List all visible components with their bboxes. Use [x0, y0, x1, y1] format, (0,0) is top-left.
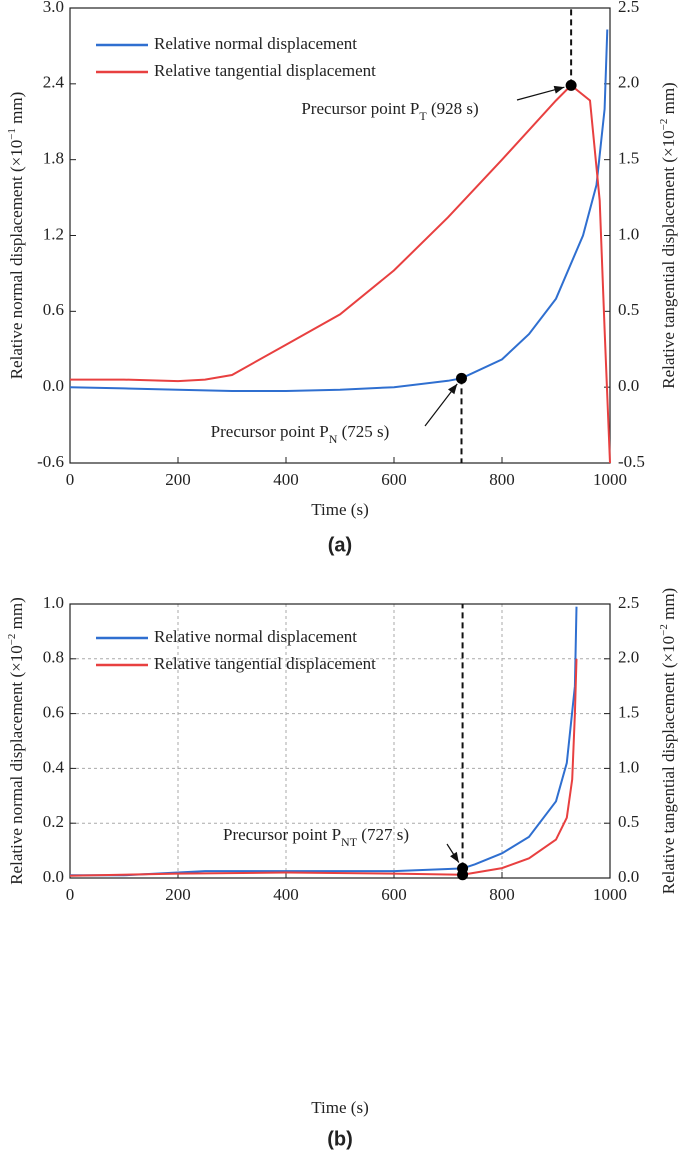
text-part: −2	[6, 634, 18, 646]
series-line	[69, 29, 609, 392]
x-tick-label: 1000	[593, 885, 627, 904]
y-tick-label: 0.4	[43, 757, 65, 776]
x-tick-label: 400	[273, 885, 299, 904]
y-tick-label: 2.4	[43, 73, 65, 92]
text-part: (928 s)	[427, 99, 479, 118]
arrow-head	[450, 851, 459, 863]
y-tick-label: 0.8	[43, 648, 64, 667]
text-part: Precursor point P	[211, 422, 329, 441]
y2-tick-label: 2.0	[618, 73, 639, 92]
text-part: Relative tangential displacement (×10	[659, 130, 678, 388]
precursor-point	[456, 372, 467, 384]
series-line	[69, 658, 578, 877]
text-part: (725 s)	[337, 422, 389, 441]
y2-tick-label: 0.5	[618, 812, 639, 831]
x-tick-label: 200	[165, 885, 191, 904]
text-part: (727 s)	[357, 825, 409, 844]
precursor-point	[457, 869, 469, 881]
text-part: mm)	[659, 82, 678, 118]
y2-tick-label: 0.0	[618, 867, 639, 886]
text-part: Precursor point P	[223, 825, 341, 844]
text-part: Relative tangential displacement (×10	[659, 636, 678, 894]
x-axis-label: Time (s)	[311, 1098, 368, 1117]
y2-tick-label: 2.5	[618, 593, 639, 612]
legend-label: Relative normal displacement	[154, 34, 357, 53]
y-axis-label: Relative normal displacement (×10−2 mm)	[6, 597, 26, 885]
y2-axis-label: Relative tangential displacement (×10−2 …	[658, 588, 678, 894]
text-part: Relative normal displacement (×10	[7, 140, 26, 380]
x-tick-label: 0	[66, 470, 75, 489]
y-tick-label: -0.6	[37, 452, 64, 471]
annotation: Precursor point PNT (727 s)	[223, 825, 409, 849]
x-tick-label: 1000	[593, 470, 627, 489]
plot-frame	[69, 7, 611, 464]
y-tick-label: 1.2	[43, 224, 64, 243]
text-part: Relative normal displacement (×10	[7, 645, 26, 885]
y-tick-label: 1.8	[43, 149, 64, 168]
y-tick-label: 3.0	[43, 0, 64, 16]
y2-tick-label: 1.0	[618, 757, 639, 776]
x-tick-label: 200	[165, 470, 191, 489]
y2-tick-label: 1.5	[618, 149, 639, 168]
y-tick-label: 0.2	[43, 812, 64, 831]
x-tick-label: 600	[381, 470, 407, 489]
text-part: mm)	[659, 588, 678, 624]
y-tick-label: 0.0	[43, 376, 64, 395]
legend-label: Relative tangential displacement	[154, 654, 376, 673]
text-part: Precursor point P	[301, 99, 419, 118]
text-part: −2	[658, 624, 670, 636]
annotation: Precursor point PN (725 s)	[211, 422, 390, 446]
y2-tick-label: 0.0	[618, 376, 639, 395]
y-axis-label: Relative normal displacement (×10−1 mm)	[6, 92, 26, 380]
x-tick-label: 600	[381, 885, 407, 904]
text-part: −2	[658, 119, 670, 131]
series-line	[70, 83, 611, 464]
x-tick-label: 800	[489, 885, 515, 904]
y2-tick-label: 2.0	[618, 648, 639, 667]
text-part: T	[419, 109, 427, 123]
annotation: Precursor point PT (928 s)	[301, 99, 478, 123]
arrow-head	[447, 383, 458, 395]
y2-tick-label: 2.5	[618, 0, 639, 16]
caption: (b)	[327, 1128, 353, 1150]
y2-tick-label: 1.0	[618, 224, 639, 243]
y2-tick-label: -0.5	[618, 452, 645, 471]
text-part: −1	[6, 128, 18, 140]
x-tick-label: 400	[273, 470, 299, 489]
legend-label: Relative tangential displacement	[154, 61, 376, 80]
y2-tick-label: 0.5	[618, 300, 639, 319]
y2-tick-label: 1.5	[618, 703, 639, 722]
text-part: NT	[341, 835, 358, 849]
x-tick-label: 800	[489, 470, 515, 489]
precursor-point	[565, 79, 577, 91]
y-tick-label: 0.6	[43, 703, 64, 722]
x-axis-label: Time (s)	[311, 500, 368, 519]
y-tick-label: 0.0	[43, 867, 64, 886]
caption: (a)	[328, 534, 352, 556]
legend-label: Relative normal displacement	[154, 627, 357, 646]
y-tick-label: 1.0	[43, 593, 64, 612]
x-tick-label: 0	[66, 885, 75, 904]
plot-frame	[69, 603, 611, 879]
text-part: mm)	[7, 597, 26, 633]
text-part: mm)	[7, 92, 26, 128]
text-part: N	[329, 432, 338, 446]
y2-axis-label: Relative tangential displacement (×10−2 …	[658, 82, 678, 388]
arrow-head	[553, 85, 565, 94]
y-tick-label: 0.6	[43, 300, 64, 319]
